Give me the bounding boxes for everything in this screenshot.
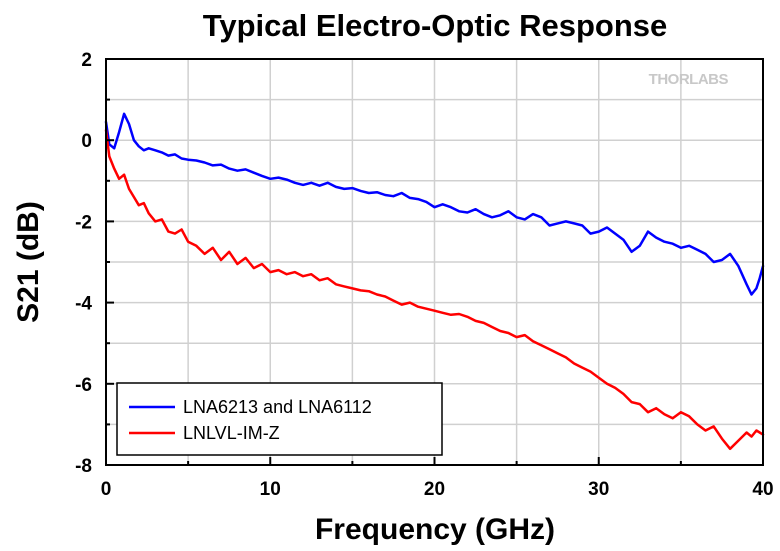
series-layer bbox=[104, 112, 765, 451]
y-axis-label: S21 (dB) bbox=[12, 201, 45, 323]
legend-label: LNA6213 and LNA6112 bbox=[183, 397, 372, 417]
thorlabs-watermark: THORLABS bbox=[649, 71, 729, 88]
y-tick-label: -8 bbox=[75, 456, 92, 477]
y-tick-label: 0 bbox=[81, 131, 92, 152]
y-tick-label: -2 bbox=[75, 212, 92, 233]
legend-label: LNLVL-IM-Z bbox=[183, 423, 280, 443]
x-tick-label: 20 bbox=[424, 479, 445, 500]
legend-box bbox=[116, 382, 443, 456]
y-tick-label: -4 bbox=[75, 294, 92, 315]
x-tick-label: 0 bbox=[101, 479, 112, 500]
y-tick-label: -6 bbox=[75, 375, 92, 396]
x-tick-label: 10 bbox=[260, 479, 281, 500]
series-line-1 bbox=[104, 112, 765, 296]
x-axis-label: Frequency (GHz) bbox=[315, 513, 555, 546]
legend: LNA6213 and LNA6112 LNLVL-IM-Z bbox=[116, 382, 443, 456]
grid bbox=[106, 59, 763, 465]
chart-title: Typical Electro-Optic Response bbox=[203, 8, 668, 43]
x-tick-label: 40 bbox=[752, 479, 773, 500]
series-line-2 bbox=[104, 128, 765, 451]
x-tick-label: 30 bbox=[588, 479, 609, 500]
y-tick-label: 2 bbox=[81, 50, 92, 71]
